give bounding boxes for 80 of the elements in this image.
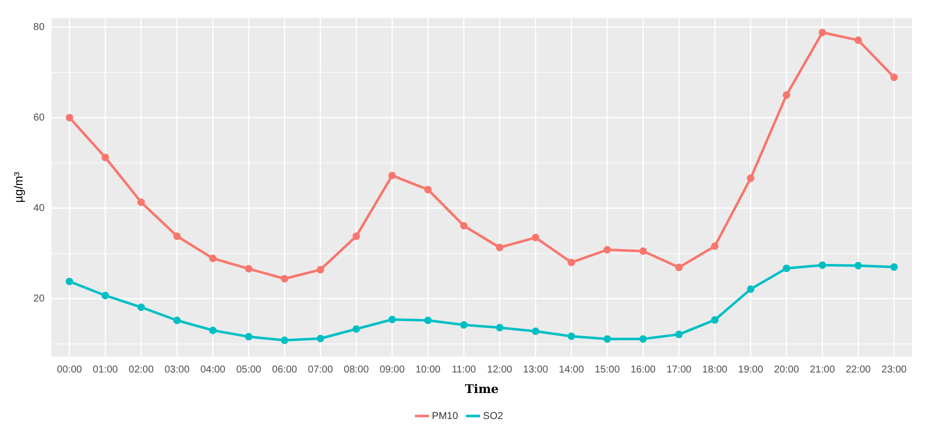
legend-label: PM10 <box>432 410 458 422</box>
point <box>388 316 396 324</box>
point <box>209 254 217 262</box>
x-tick-label: 01:00 <box>92 364 118 376</box>
point <box>173 316 181 324</box>
x-tick-label: 17:00 <box>666 364 692 376</box>
x-tick-label: 21:00 <box>810 364 836 376</box>
point <box>639 335 647 343</box>
point <box>675 330 683 338</box>
point <box>244 265 252 273</box>
point <box>675 264 683 272</box>
point <box>424 316 432 324</box>
x-tick-label: 09:00 <box>380 364 406 376</box>
x-tick-label: 08:00 <box>344 364 370 376</box>
point <box>316 266 324 274</box>
point <box>746 285 754 293</box>
x-tick-label: 12:00 <box>487 364 513 376</box>
y-tick-label: 80 <box>33 22 45 33</box>
point <box>711 316 719 324</box>
point <box>66 114 74 122</box>
point <box>496 244 504 252</box>
point <box>603 335 611 343</box>
x-tick-label: 20:00 <box>774 364 800 376</box>
x-tick-label: 22:00 <box>846 364 872 376</box>
point <box>137 304 145 312</box>
point <box>568 258 576 266</box>
x-tick-label: 02:00 <box>128 364 154 376</box>
point <box>711 242 719 250</box>
x-tick-label: 00:00 <box>56 364 82 376</box>
point <box>532 234 540 242</box>
point <box>532 328 540 335</box>
point <box>818 261 826 269</box>
point <box>66 278 74 286</box>
x-tick-label: 19:00 <box>738 364 764 376</box>
y-tick-label: 40 <box>33 202 45 214</box>
point <box>603 246 611 254</box>
point <box>854 36 862 44</box>
point <box>890 263 898 271</box>
x-tick-label: 07:00 <box>308 364 334 376</box>
x-tick-label: 13:00 <box>523 364 548 376</box>
point <box>209 326 217 334</box>
point <box>280 336 288 344</box>
point <box>782 264 790 272</box>
point <box>316 334 324 342</box>
x-tick-label: 16:00 <box>630 364 656 376</box>
x-tick-label: 14:00 <box>558 364 584 376</box>
point <box>388 172 396 180</box>
point <box>424 186 432 194</box>
x-tick-label: 04:00 <box>200 364 226 376</box>
legend-label: SO2 <box>483 410 504 422</box>
point <box>280 274 288 282</box>
x-tick-label: 18:00 <box>702 364 728 376</box>
point <box>352 325 360 333</box>
x-tick-label: 03:00 <box>164 364 190 376</box>
point <box>818 28 826 36</box>
point <box>460 222 468 230</box>
y-tick-label: 60 <box>33 112 45 124</box>
point <box>137 198 145 206</box>
x-tick-label: 23:00 <box>882 364 908 376</box>
x-tick-label: 10:00 <box>415 364 441 376</box>
x-tick-label: 06:00 <box>272 364 298 376</box>
point <box>746 174 754 182</box>
point <box>639 247 647 255</box>
point <box>102 154 110 162</box>
point <box>890 74 898 82</box>
point <box>173 232 181 240</box>
point <box>496 324 504 332</box>
point <box>460 321 468 329</box>
point <box>352 232 360 240</box>
point <box>782 91 790 99</box>
y-tick-label: 20 <box>33 293 45 304</box>
y-axis-title: µg/m³ <box>12 172 26 203</box>
point <box>854 262 862 270</box>
point <box>568 332 576 340</box>
x-tick-label: 05:00 <box>236 364 262 376</box>
point <box>244 332 252 340</box>
x-tick-label: 15:00 <box>594 364 620 376</box>
x-tick-label: 11:00 <box>452 364 476 376</box>
point <box>102 292 110 300</box>
x-axis-title: Time <box>464 382 500 396</box>
